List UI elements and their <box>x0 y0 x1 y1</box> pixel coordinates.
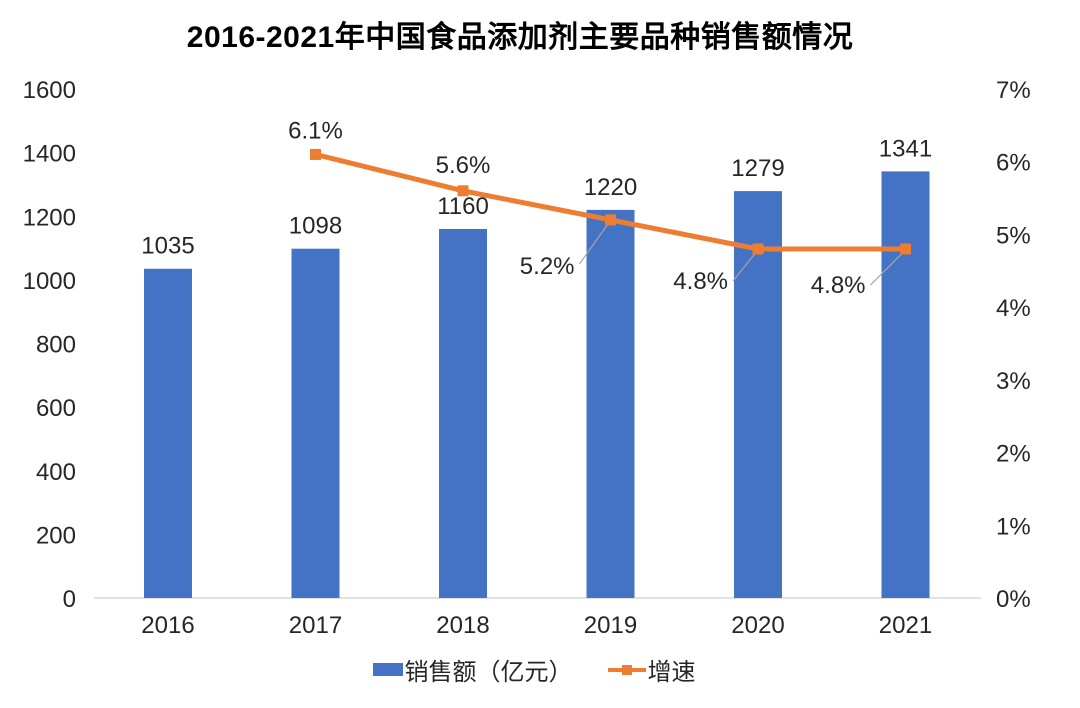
x-axis-label-2018: 2018 <box>436 612 489 639</box>
line-marker-2021 <box>900 243 911 255</box>
x-axis-label-2017: 2017 <box>289 612 342 639</box>
bar-label-2018: 1160 <box>437 193 489 220</box>
bar-2020 <box>734 191 782 599</box>
line-label-2017: 6.1% <box>288 117 343 144</box>
left-axis-tick-800: 800 <box>36 332 76 359</box>
legend-item-growth: 增速 <box>607 652 696 687</box>
growth-legend-swatch <box>607 663 646 676</box>
bar-2017 <box>291 248 340 599</box>
bar-2019 <box>586 209 635 598</box>
line-marker-2018 <box>457 185 469 197</box>
right-axis-tick-1%: 1% <box>996 513 1031 540</box>
leader-line-2021 <box>870 250 905 286</box>
left-axis-tick-600: 600 <box>36 395 76 422</box>
left-axis-tick-1000: 1000 <box>23 268 76 295</box>
left-axis-tick-200: 200 <box>36 522 76 549</box>
right-axis-tick-4%: 4% <box>996 295 1031 322</box>
chart-title: 2016-2021年中国食品添加剂主要品种销售额情况 <box>186 21 854 54</box>
sales-legend-label: 销售额（亿元） <box>404 659 573 686</box>
leader-line-2019 <box>579 221 610 265</box>
leader-line-2020 <box>732 250 758 282</box>
right-axis-tick-5%: 5% <box>996 222 1031 249</box>
bar-label-2017: 1098 <box>289 213 342 240</box>
bar-2016 <box>144 268 192 598</box>
x-axis-label-2019: 2019 <box>584 612 637 639</box>
line-marker-2019 <box>605 214 616 226</box>
legend: 销售额（亿元） 增速 <box>94 652 974 687</box>
left-axis-tick-1600: 1600 <box>23 77 76 104</box>
line-marker-2017 <box>310 148 321 160</box>
bar-2021 <box>881 171 930 598</box>
line-label-2020: 4.8% <box>673 268 728 295</box>
left-axis-tick-1200: 1200 <box>23 204 76 231</box>
x-axis-label-2021: 2021 <box>879 612 932 639</box>
bar-2018 <box>439 228 487 598</box>
line-label-2019: 5.2% <box>520 253 575 280</box>
left-axis-tick-1400: 1400 <box>23 141 76 168</box>
legend-item-sales: 销售额（亿元） <box>372 652 573 687</box>
line-label-2018: 5.6% <box>436 152 491 179</box>
x-axis-label-2016: 2016 <box>141 612 194 639</box>
right-axis-tick-6%: 6% <box>996 150 1031 177</box>
right-axis-tick-7%: 7% <box>996 77 1031 104</box>
line-marker-2020 <box>752 243 764 255</box>
left-axis-tick-0: 0 <box>63 586 76 613</box>
sales-legend-swatch <box>372 663 403 676</box>
line-label-2021: 4.8% <box>811 272 866 299</box>
bar-label-2016: 1035 <box>141 233 194 260</box>
bar-label-2020: 1279 <box>731 155 784 182</box>
x-axis-label-2020: 2020 <box>731 612 784 639</box>
growth-legend-marker-icon <box>621 665 632 675</box>
growth-legend-label: 增速 <box>647 659 696 686</box>
bar-label-2019: 1220 <box>584 174 637 201</box>
right-axis-tick-3%: 3% <box>996 368 1031 395</box>
left-axis-tick-400: 400 <box>36 459 76 486</box>
right-axis-tick-2%: 2% <box>996 441 1031 468</box>
right-axis-tick-0%: 0% <box>996 586 1031 613</box>
bar-label-2021: 1341 <box>879 135 932 162</box>
